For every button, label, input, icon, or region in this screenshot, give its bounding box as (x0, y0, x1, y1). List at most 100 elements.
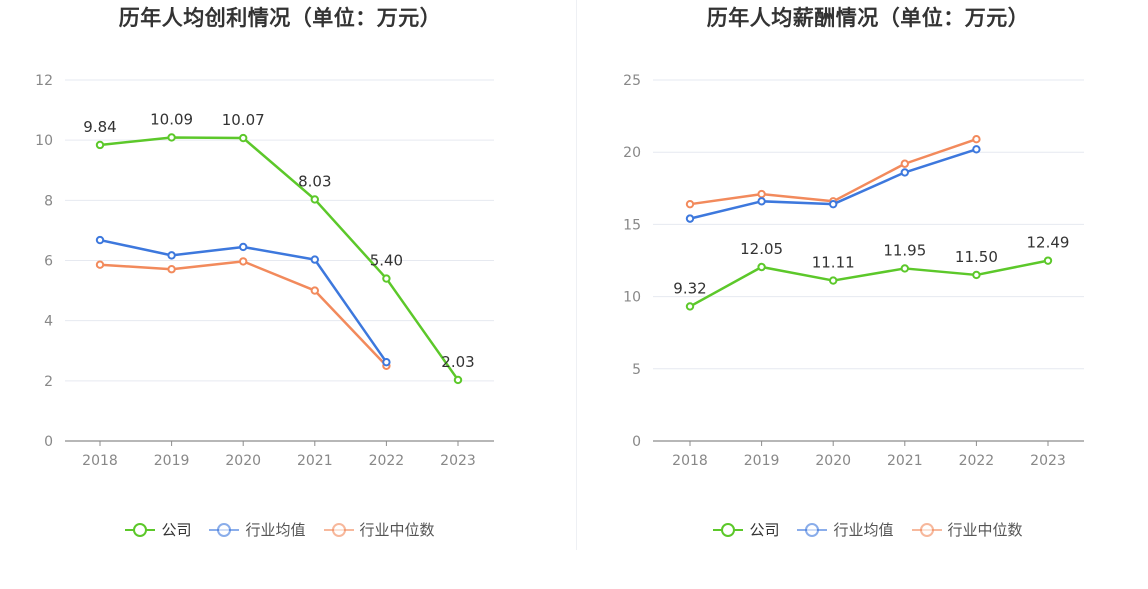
data-label: 10.09 (150, 110, 193, 128)
chart-legend: 公司 行业均值 行业中位数 (588, 519, 1148, 540)
series-path (99, 136, 460, 381)
data-point[interactable] (95, 235, 105, 245)
x-tick-label: 2022 (959, 453, 995, 469)
legend-label: 行业中位数 (359, 521, 435, 539)
y-tick-label: 12 (35, 73, 53, 89)
data-point[interactable] (453, 375, 463, 385)
y-tick-label: 6 (44, 254, 53, 270)
y-tick-label: 8 (44, 193, 53, 209)
data-point[interactable] (757, 197, 766, 206)
data-point[interactable] (900, 264, 909, 273)
data-point[interactable] (685, 199, 695, 209)
data-label: 11.95 (883, 241, 926, 259)
data-point[interactable] (310, 286, 319, 295)
chart-legend: 公司 行业均值 行业中位数 (0, 519, 560, 540)
data-point[interactable] (310, 255, 319, 264)
data-point[interactable] (310, 195, 319, 204)
series-path (99, 260, 388, 367)
series-line[interactable]: 9.84 10.09 10.07 8.03 5.40 2.03 (83, 110, 475, 385)
panel-divider (576, 0, 577, 550)
data-label: 8.03 (298, 172, 331, 190)
data-label: 10.07 (222, 111, 265, 129)
x-tick-label: 2020 (225, 453, 261, 469)
series-line[interactable] (685, 145, 981, 223)
legend-label: 公司 (749, 521, 780, 539)
data-point[interactable] (239, 133, 248, 143)
x-tick-label: 2023 (440, 453, 476, 469)
data-point[interactable] (95, 260, 105, 269)
legend-swatch-icon (911, 522, 942, 537)
data-point[interactable] (972, 145, 981, 154)
data-point[interactable] (757, 262, 766, 272)
data-point[interactable] (239, 257, 248, 266)
data-point[interactable] (829, 199, 838, 209)
legend-label: 行业中位数 (947, 521, 1023, 539)
data-point[interactable] (829, 276, 838, 285)
data-point[interactable] (972, 135, 981, 144)
salary-per-capita-chart: 历年人均薪酬情况（单位：万元） 0 5 10 15 20 25 2018 2019 2020 20… (588, 0, 1148, 589)
data-point[interactable] (900, 159, 909, 168)
legend-label: 行业均值 (833, 521, 894, 539)
legend-item[interactable]: 行业均值 (797, 519, 894, 540)
data-label: 2.03 (441, 353, 474, 371)
data-point[interactable] (757, 189, 766, 199)
x-tick-label: 2019 (744, 453, 780, 469)
data-point[interactable] (95, 140, 105, 150)
profit-chart-plot: 0 2 4 6 8 10 12 2018 2019 2020 2021 2022 2023 9.84 10.… (35, 73, 494, 469)
x-tick-label: 2021 (887, 453, 923, 469)
legend-item[interactable]: 行业中位数 (911, 519, 1023, 540)
legend-item[interactable]: 公司 (713, 519, 779, 540)
data-point[interactable] (382, 357, 391, 367)
data-label: 12.49 (1027, 234, 1070, 252)
x-tick-label: 2020 (815, 453, 851, 469)
x-tick-label: 2018 (82, 453, 118, 469)
y-tick-label: 10 (623, 290, 641, 306)
y-tick-label: 0 (44, 434, 53, 450)
x-tick-label: 2023 (1030, 453, 1066, 469)
legend-item[interactable]: 公司 (125, 519, 191, 540)
y-tick-label: 15 (623, 217, 641, 233)
chart-title: 历年人均创利情况（单位：万元） (118, 6, 442, 30)
data-label: 11.50 (955, 248, 998, 266)
data-point[interactable] (167, 251, 176, 260)
series-path (689, 138, 977, 206)
y-tick-label: 10 (35, 133, 53, 149)
series-line[interactable]: 9.32 12.05 11.11 11.95 11.50 12.49 (673, 234, 1070, 311)
x-tick-label: 2019 (154, 453, 190, 469)
data-point[interactable] (972, 270, 981, 280)
legend-item[interactable]: 行业均值 (209, 519, 306, 540)
data-label: 11.11 (812, 254, 855, 272)
legend-swatch-icon (323, 522, 354, 537)
salary-chart-plot: 0 5 10 15 20 25 2018 2019 2020 2021 2022 2023 9.32 12… (623, 73, 1084, 469)
series-line[interactable] (95, 257, 391, 370)
x-tick-label: 2022 (369, 453, 405, 469)
data-point[interactable] (239, 242, 248, 252)
legend-item[interactable]: 行业中位数 (323, 519, 435, 540)
data-point[interactable] (685, 302, 695, 311)
data-point[interactable] (900, 168, 909, 177)
data-label: 5.40 (370, 252, 403, 270)
series-line[interactable] (95, 235, 391, 367)
series-line[interactable] (685, 135, 981, 209)
y-tick-label: 0 (632, 434, 641, 450)
y-tick-label: 4 (44, 314, 53, 330)
series-path (689, 259, 1049, 308)
legend-swatch-icon (125, 522, 156, 537)
legend-swatch-icon (713, 522, 744, 537)
legend-label: 公司 (161, 521, 192, 539)
profit-per-capita-chart: 历年人均创利情况（单位：万元） 0 2 4 6 8 10 12 2018 2019 2020 202… (0, 0, 560, 589)
data-point[interactable] (167, 265, 176, 274)
y-tick-label: 5 (632, 362, 641, 378)
data-point[interactable] (1043, 256, 1053, 265)
chart-title: 历年人均薪酬情况（单位：万元） (706, 6, 1030, 30)
data-label: 9.84 (83, 118, 116, 136)
y-tick-label: 20 (623, 145, 641, 161)
x-tick-label: 2021 (297, 453, 333, 469)
data-point[interactable] (167, 133, 176, 142)
data-point[interactable] (382, 274, 391, 283)
data-label: 9.32 (673, 279, 706, 297)
data-point[interactable] (685, 214, 695, 223)
legend-swatch-icon (209, 522, 240, 537)
legend-swatch-icon (797, 522, 828, 537)
